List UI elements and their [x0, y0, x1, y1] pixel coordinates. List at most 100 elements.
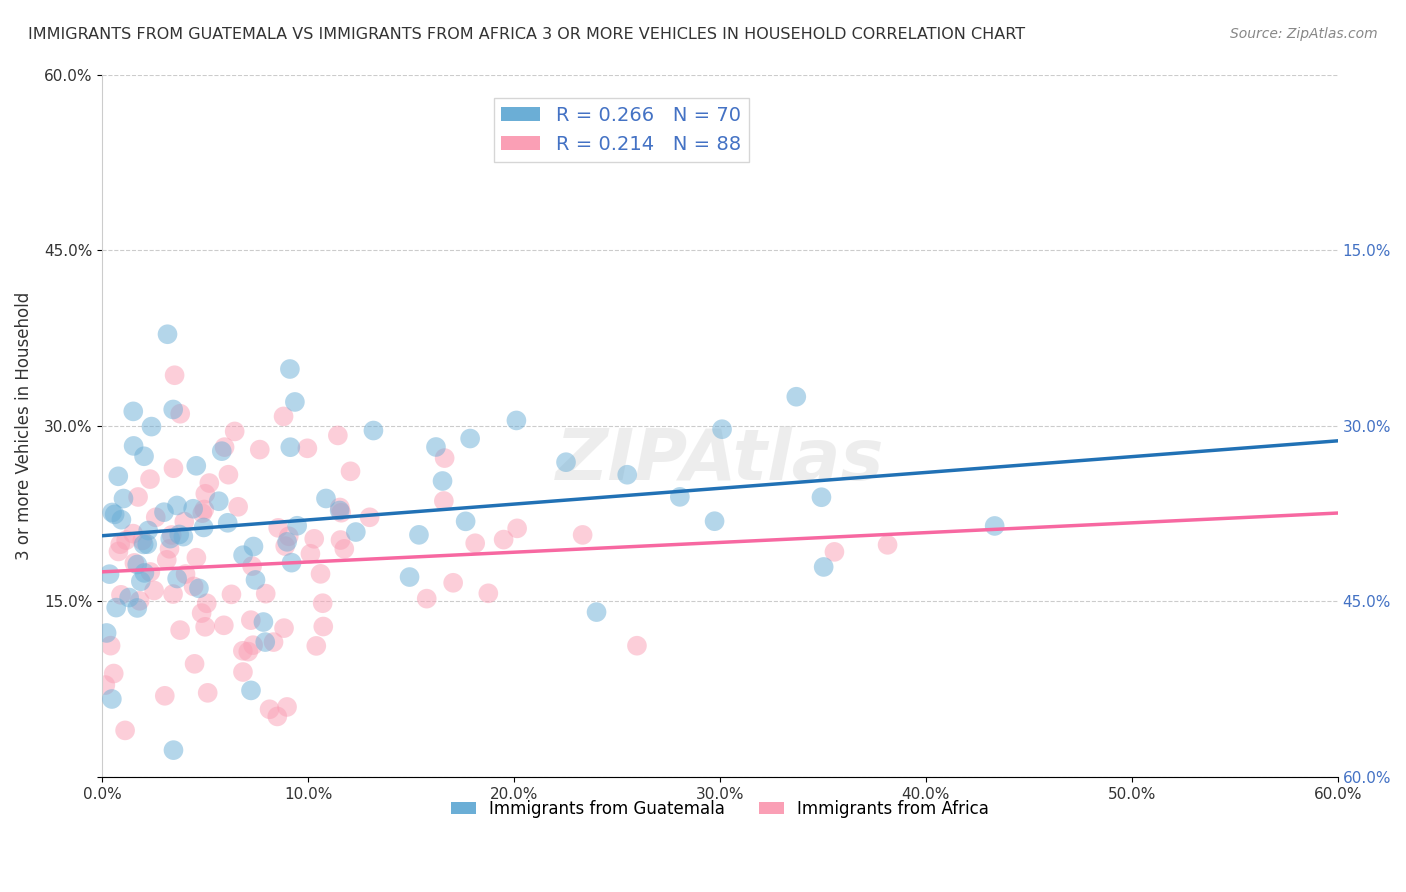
Immigrants from Guatemala: [505, 413, 527, 427]
Immigrants from Africa: [183, 579, 205, 593]
Immigrants from Guatemala: [105, 600, 128, 615]
Immigrants from Africa: [464, 536, 486, 550]
Immigrants from Guatemala: [166, 572, 188, 586]
Immigrants from Guatemala: [276, 534, 298, 549]
Immigrants from Africa: [174, 567, 197, 582]
Immigrants from Africa: [302, 532, 325, 546]
Immigrants from Guatemala: [127, 601, 149, 615]
Immigrants from Guatemala: [187, 582, 209, 596]
Immigrants from Africa: [433, 494, 456, 508]
Immigrants from Guatemala: [101, 506, 124, 520]
Immigrants from Africa: [232, 644, 254, 658]
Immigrants from Guatemala: [254, 635, 277, 649]
Immigrants from Guatemala: [159, 532, 181, 546]
Immigrants from Africa: [312, 619, 335, 633]
Immigrants from Guatemala: [153, 505, 176, 519]
Immigrants from Guatemala: [193, 520, 215, 534]
Immigrants from Guatemala: [181, 501, 204, 516]
Immigrants from Guatemala: [363, 424, 385, 438]
Immigrants from Africa: [186, 550, 208, 565]
Immigrants from Africa: [115, 533, 138, 548]
Immigrants from Africa: [242, 638, 264, 652]
Immigrants from Guatemala: [398, 570, 420, 584]
Immigrants from Africa: [94, 678, 117, 692]
Immigrants from Africa: [197, 686, 219, 700]
Immigrants from Africa: [276, 700, 298, 714]
Immigrants from Guatemala: [118, 591, 141, 605]
Immigrants from Guatemala: [408, 528, 430, 542]
Immigrants from Africa: [194, 487, 217, 501]
Immigrants from Africa: [160, 528, 183, 542]
Immigrants from Africa: [127, 490, 149, 504]
Immigrants from Guatemala: [616, 467, 638, 482]
Immigrants from Guatemala: [96, 626, 118, 640]
Immigrants from Guatemala: [104, 508, 127, 522]
Immigrants from Africa: [259, 702, 281, 716]
Immigrants from Guatemala: [280, 556, 302, 570]
Immigrants from Africa: [100, 639, 122, 653]
Immigrants from Guatemala: [172, 530, 194, 544]
Immigrants from Guatemala: [127, 558, 149, 572]
Immigrants from Africa: [232, 665, 254, 679]
Immigrants from Africa: [277, 529, 299, 543]
Immigrants from Africa: [309, 566, 332, 581]
Immigrants from Africa: [107, 544, 129, 558]
Text: Source: ZipAtlas.com: Source: ZipAtlas.com: [1230, 27, 1378, 41]
Immigrants from Guatemala: [112, 491, 135, 506]
Immigrants from Africa: [266, 709, 288, 723]
Text: IMMIGRANTS FROM GUATEMALA VS IMMIGRANTS FROM AFRICA 3 OR MORE VEHICLES IN HOUSEH: IMMIGRANTS FROM GUATEMALA VS IMMIGRANTS …: [28, 27, 1025, 42]
Immigrants from Guatemala: [162, 743, 184, 757]
Immigrants from Guatemala: [166, 499, 188, 513]
Immigrants from Africa: [626, 639, 648, 653]
Immigrants from Africa: [249, 442, 271, 457]
Immigrants from Guatemala: [132, 537, 155, 551]
Immigrants from Africa: [823, 545, 845, 559]
Immigrants from Africa: [139, 472, 162, 486]
Immigrants from Africa: [441, 575, 464, 590]
Immigrants from Africa: [110, 588, 132, 602]
Immigrants from Africa: [416, 591, 439, 606]
Immigrants from Guatemala: [810, 490, 832, 504]
Immigrants from Guatemala: [217, 516, 239, 530]
Immigrants from Guatemala: [156, 327, 179, 342]
Immigrants from Africa: [217, 467, 239, 482]
Immigrants from Guatemala: [211, 444, 233, 458]
Immigrants from Africa: [183, 657, 205, 671]
Immigrants from Guatemala: [129, 574, 152, 589]
Immigrants from Africa: [273, 409, 295, 424]
Immigrants from Africa: [876, 538, 898, 552]
Immigrants from Guatemala: [458, 432, 481, 446]
Legend: Immigrants from Guatemala, Immigrants from Africa: Immigrants from Guatemala, Immigrants fr…: [444, 793, 995, 825]
Immigrants from Africa: [312, 596, 335, 610]
Immigrants from Guatemala: [208, 494, 231, 508]
Immigrants from Guatemala: [425, 440, 447, 454]
Immigrants from Africa: [571, 528, 593, 542]
Immigrants from Africa: [359, 510, 381, 524]
Immigrants from Guatemala: [101, 692, 124, 706]
Immigrants from Africa: [240, 559, 263, 574]
Immigrants from Guatemala: [555, 455, 578, 469]
Immigrants from Africa: [267, 521, 290, 535]
Text: ZIPAtlas: ZIPAtlas: [555, 426, 884, 495]
Immigrants from Africa: [299, 547, 322, 561]
Immigrants from Africa: [145, 510, 167, 524]
Immigrants from Guatemala: [785, 390, 807, 404]
Immigrants from Guatemala: [110, 513, 132, 527]
Immigrants from Africa: [477, 586, 499, 600]
Immigrants from Guatemala: [122, 404, 145, 418]
Immigrants from Africa: [169, 623, 191, 637]
Immigrants from Africa: [305, 639, 328, 653]
Immigrants from Guatemala: [232, 548, 254, 562]
Immigrants from Guatemala: [278, 362, 301, 376]
Immigrants from Africa: [238, 645, 260, 659]
Immigrants from Africa: [339, 464, 361, 478]
Immigrants from Guatemala: [134, 566, 156, 580]
Immigrants from Guatemala: [186, 458, 208, 473]
Immigrants from Guatemala: [669, 490, 692, 504]
Immigrants from Africa: [173, 515, 195, 529]
Immigrants from Guatemala: [711, 422, 734, 436]
Immigrants from Guatemala: [329, 503, 352, 517]
Immigrants from Guatemala: [245, 573, 267, 587]
Immigrants from Africa: [221, 587, 243, 601]
Immigrants from Guatemala: [983, 519, 1005, 533]
